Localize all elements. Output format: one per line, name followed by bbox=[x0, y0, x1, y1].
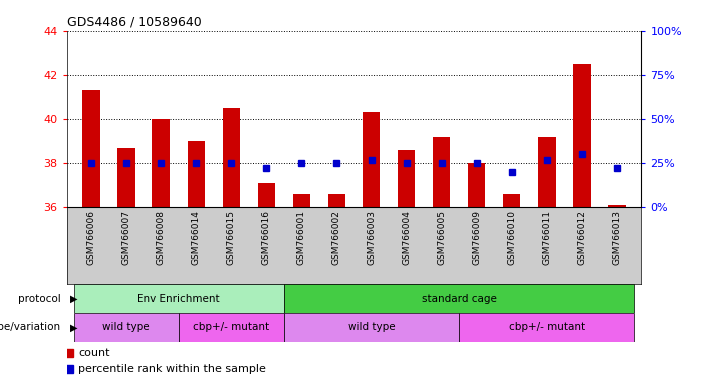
Text: GSM766006: GSM766006 bbox=[87, 210, 95, 265]
Text: GSM766001: GSM766001 bbox=[297, 210, 306, 265]
Text: percentile rank within the sample: percentile rank within the sample bbox=[78, 364, 266, 374]
Text: genotype/variation: genotype/variation bbox=[0, 322, 61, 333]
Bar bbox=[223, 108, 240, 207]
Bar bbox=[74, 313, 179, 342]
Text: ▶: ▶ bbox=[69, 293, 77, 304]
Text: wild type: wild type bbox=[102, 322, 150, 333]
Bar bbox=[117, 148, 135, 207]
Bar bbox=[284, 284, 634, 313]
Text: standard cage: standard cage bbox=[422, 293, 496, 304]
Text: wild type: wild type bbox=[348, 322, 395, 333]
Text: protocol: protocol bbox=[18, 293, 61, 304]
Text: GSM766009: GSM766009 bbox=[472, 210, 481, 265]
Bar bbox=[398, 150, 415, 207]
Text: GSM766003: GSM766003 bbox=[367, 210, 376, 265]
Text: GSM766014: GSM766014 bbox=[192, 210, 200, 265]
Bar bbox=[258, 183, 275, 207]
Bar bbox=[503, 194, 521, 207]
Text: cbp+/- mutant: cbp+/- mutant bbox=[193, 322, 269, 333]
Bar bbox=[74, 284, 284, 313]
Text: cbp+/- mutant: cbp+/- mutant bbox=[509, 322, 585, 333]
Text: GDS4486 / 10589640: GDS4486 / 10589640 bbox=[67, 15, 201, 28]
Bar bbox=[468, 163, 485, 207]
Text: GSM766002: GSM766002 bbox=[332, 210, 341, 265]
Text: GSM766012: GSM766012 bbox=[578, 210, 586, 265]
Bar bbox=[459, 313, 634, 342]
Text: count: count bbox=[78, 348, 109, 358]
Text: GSM766015: GSM766015 bbox=[227, 210, 236, 265]
Text: GSM766010: GSM766010 bbox=[508, 210, 516, 265]
Text: Env Enrichment: Env Enrichment bbox=[137, 293, 220, 304]
Bar bbox=[608, 205, 626, 207]
Text: GSM766013: GSM766013 bbox=[613, 210, 621, 265]
Bar bbox=[538, 137, 556, 207]
Text: GSM766005: GSM766005 bbox=[437, 210, 446, 265]
Bar bbox=[433, 137, 451, 207]
Text: GSM766007: GSM766007 bbox=[122, 210, 130, 265]
Bar bbox=[328, 194, 346, 207]
Text: ▶: ▶ bbox=[69, 322, 77, 333]
Bar bbox=[83, 90, 100, 207]
Text: GSM766011: GSM766011 bbox=[543, 210, 551, 265]
Text: GSM766016: GSM766016 bbox=[262, 210, 271, 265]
Bar bbox=[573, 64, 591, 207]
Bar bbox=[284, 313, 459, 342]
Bar bbox=[188, 141, 205, 207]
Bar bbox=[153, 119, 170, 207]
Text: GSM766008: GSM766008 bbox=[157, 210, 165, 265]
Bar bbox=[179, 313, 284, 342]
Text: GSM766004: GSM766004 bbox=[402, 210, 411, 265]
Bar bbox=[293, 194, 310, 207]
Bar bbox=[363, 113, 381, 207]
